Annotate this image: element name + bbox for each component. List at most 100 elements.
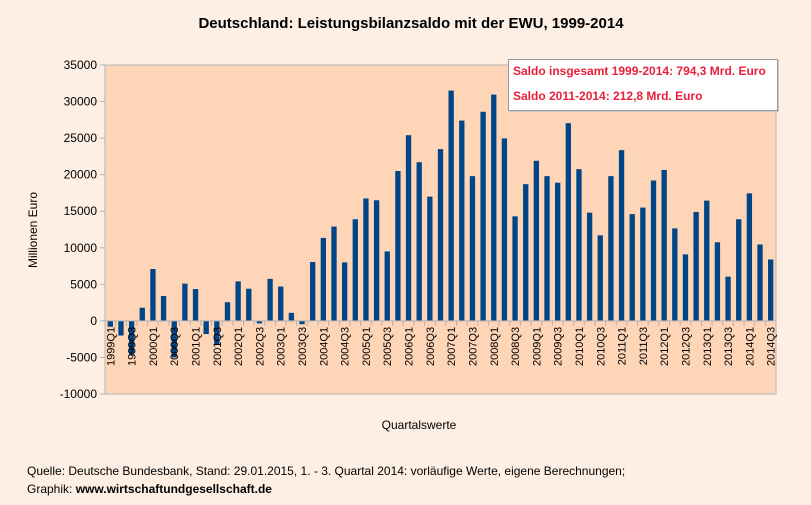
y-tick-label: 35000 — [64, 58, 98, 72]
bar-2013Q3 — [725, 276, 731, 321]
bar-2008Q1 — [491, 94, 497, 321]
bar-2004Q3 — [341, 262, 348, 321]
bar-2010Q4 — [608, 176, 614, 321]
bar-2003Q3 — [299, 320, 305, 325]
y-tick-label: 15000 — [64, 204, 98, 218]
bar-2010Q3 — [597, 235, 603, 321]
chart-title: Deutschland: Leistungsbilanzsaldo mit de… — [198, 15, 624, 32]
x-tick-label: 2000Q3 — [169, 327, 181, 366]
footer-graphic-link[interactable]: www.wirtschaftundgesellschaft.de — [75, 482, 272, 496]
bar-2003Q1 — [278, 286, 284, 321]
x-tick-label: 2006Q3 — [425, 327, 437, 366]
x-tick-label: 2013Q1 — [702, 327, 714, 366]
bar-2002Q4 — [267, 278, 273, 321]
bar-2013Q4 — [736, 219, 742, 321]
bar-2009Q2 — [544, 176, 550, 321]
x-axis-label: Quartalswerte — [382, 418, 457, 432]
bar-2005Q3 — [384, 251, 390, 321]
bar-2001Q1 — [192, 289, 199, 321]
x-tick-label: 2007Q3 — [467, 327, 479, 366]
y-tick-label: -10000 — [60, 387, 98, 401]
footer-source: Quelle: Deutsche Bundesbank, Stand: 29.0… — [27, 464, 626, 478]
bar-2012Q2 — [672, 228, 678, 321]
x-tick-label: 2004Q3 — [340, 327, 352, 366]
bar-2006Q3 — [427, 196, 433, 321]
bar-2000Q3 — [171, 320, 177, 358]
x-tick-label: 2007Q1 — [446, 327, 458, 366]
x-tick-label: 2010Q1 — [574, 327, 586, 366]
bar-1999Q1 — [107, 320, 113, 327]
bar-2014Q1 — [746, 193, 753, 321]
bar-2012Q1 — [661, 169, 667, 321]
bar-2000Q4 — [182, 283, 188, 321]
bar-2002Q1 — [235, 281, 241, 321]
footer-graphic: Graphik: www.wirtschaftundgesellschaft.d… — [27, 482, 272, 496]
bar-2007Q3 — [469, 176, 476, 321]
x-tick-label: 2014Q1 — [744, 327, 756, 366]
bar-2012Q4 — [693, 211, 699, 321]
x-tick-label: 2009Q1 — [531, 327, 543, 366]
bar-2006Q1 — [405, 135, 412, 321]
bar-2002Q2 — [246, 288, 252, 321]
x-tick-label: 2008Q1 — [489, 327, 501, 366]
bar-2007Q1 — [448, 90, 454, 321]
annotation-total: Saldo insgesamt 1999-2014: 794,3 Mrd. Eu… — [513, 64, 766, 78]
bar-2011Q3 — [640, 207, 646, 321]
bar-2009Q1 — [533, 160, 540, 321]
bar-2003Q2 — [288, 312, 295, 321]
y-tick-label: -5000 — [66, 350, 97, 364]
y-tick-label: 30000 — [64, 95, 98, 109]
y-tick-label: 5000 — [70, 277, 97, 291]
x-tick-label: 2002Q1 — [233, 327, 245, 366]
y-tick-label: 25000 — [64, 131, 98, 145]
y-tick-label: 10000 — [64, 241, 98, 255]
x-tick-label: 2011Q1 — [617, 327, 629, 365]
x-tick-label: 2010Q3 — [595, 327, 607, 366]
y-axis-label: Millionen Euro — [26, 192, 40, 268]
x-tick-label: 2012Q1 — [659, 327, 671, 366]
bar-2008Q2 — [501, 138, 508, 321]
x-tick-label: 2001Q3 — [212, 327, 224, 366]
bar-2003Q4 — [310, 262, 316, 321]
y-tick-label: 20000 — [64, 168, 98, 182]
bar-1999Q2 — [118, 320, 124, 336]
x-tick-label: 1999Q3 — [127, 327, 139, 366]
bar-2001Q2 — [203, 320, 209, 335]
bar-2011Q1 — [618, 150, 625, 321]
bar-2013Q2 — [714, 242, 721, 321]
bar-2007Q4 — [480, 111, 486, 321]
bar-1999Q4 — [139, 307, 145, 321]
x-tick-label: 2003Q1 — [276, 327, 288, 366]
bar-2012Q3 — [682, 254, 689, 321]
bar-2010Q1 — [576, 169, 582, 321]
x-tick-label: 2011Q3 — [638, 327, 650, 365]
bar-1999Q3 — [128, 320, 135, 355]
x-tick-label: 2001Q1 — [191, 327, 203, 366]
x-tick-label: 2005Q3 — [382, 327, 394, 366]
x-axis: 1999Q1 1999Q3 2000Q1 2000Q3 2001Q1 2001Q3 2002… — [104, 320, 778, 366]
bar-2006Q2 — [416, 162, 422, 321]
bar-2004Q1 — [320, 237, 327, 321]
x-tick-label: 2012Q3 — [680, 327, 692, 366]
bar-2014Q2 — [757, 244, 763, 321]
x-tick-label: 2003Q3 — [297, 327, 309, 366]
annotation-recent: Saldo 2011-2014: 212,8 Mrd. Euro — [513, 89, 703, 103]
bar-2005Q2 — [373, 200, 380, 321]
x-tick-label: 2000Q1 — [148, 327, 160, 366]
bar-2008Q3 — [512, 216, 518, 321]
bar-2014Q3 — [768, 259, 774, 321]
footer-graphic-prefix: Graphik: — [27, 482, 76, 496]
x-tick-label: 1999Q1 — [105, 327, 117, 366]
x-tick-label: 2009Q3 — [553, 327, 565, 366]
bar-2013Q1 — [704, 200, 710, 321]
bar-2004Q2 — [331, 226, 337, 321]
annotation-box: Saldo insgesamt 1999-2014: 794,3 Mrd. Eu… — [508, 59, 778, 111]
x-tick-label: 2008Q3 — [510, 327, 522, 366]
bar-2002Q3 — [256, 320, 263, 324]
bar-2007Q2 — [459, 120, 465, 321]
bar-2006Q4 — [437, 149, 444, 321]
bar-2010Q2 — [586, 212, 593, 321]
bar-2009Q3 — [554, 182, 561, 321]
bar-2000Q1 — [150, 268, 156, 321]
